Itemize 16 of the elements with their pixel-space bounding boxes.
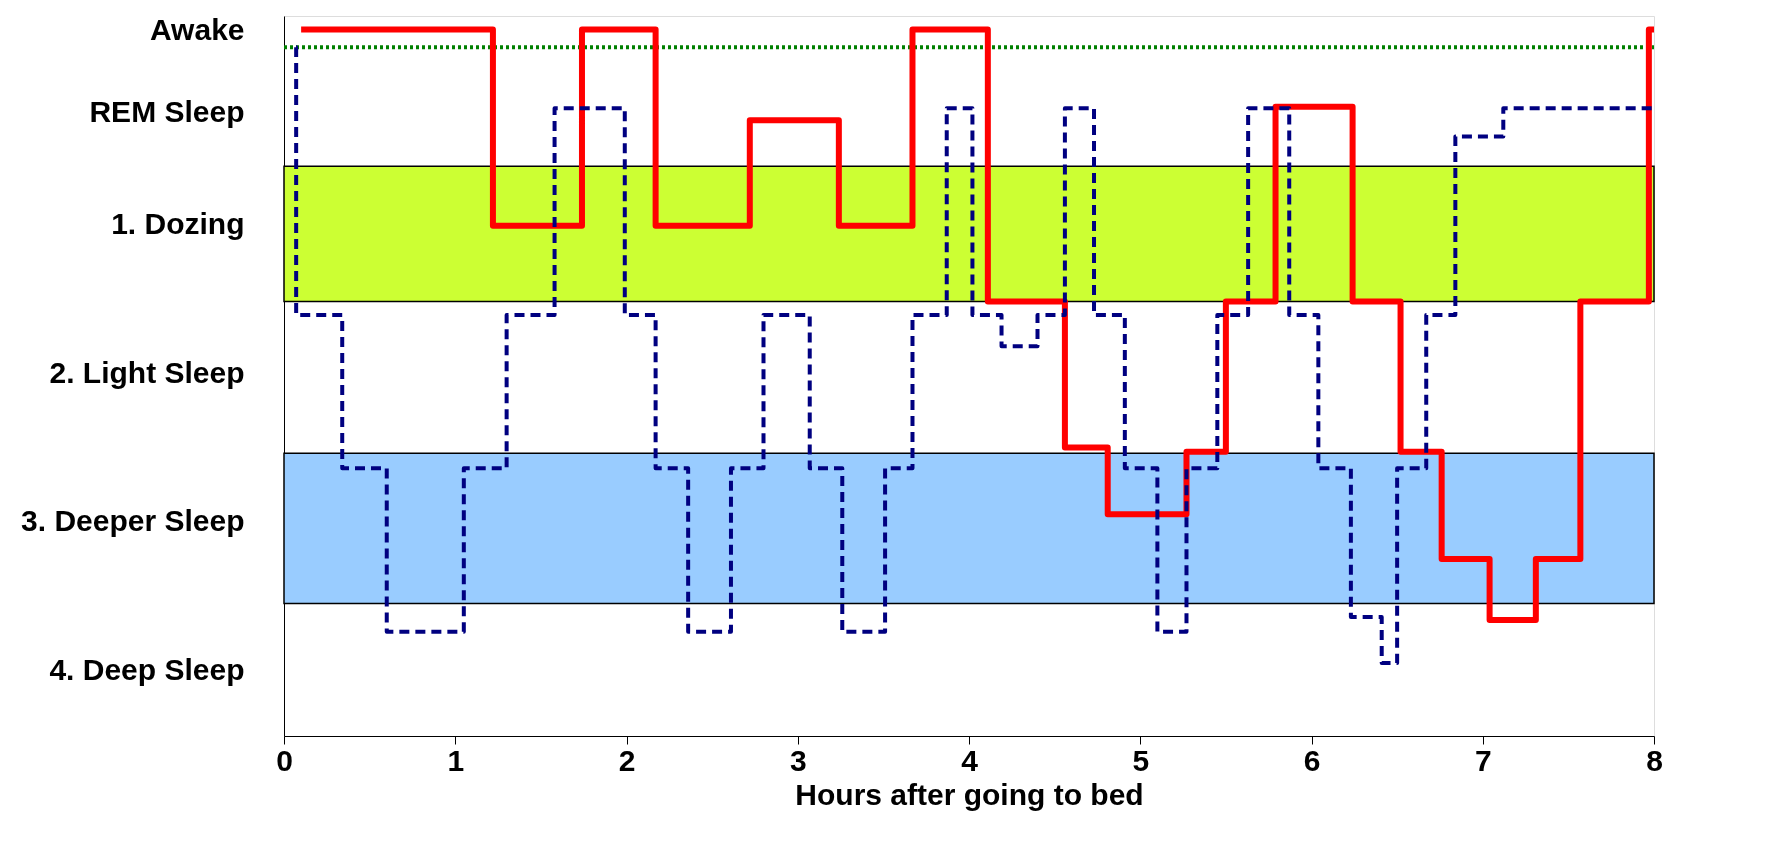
x-tick-label: 7 <box>1474 743 1492 777</box>
x-tick-label: 6 <box>1303 743 1321 777</box>
y-tick-label: 4. Deep Sleep <box>49 653 245 687</box>
y-tick-label: 2. Light Sleep <box>49 355 245 389</box>
y-tick-label: 1. Dozing <box>111 206 245 240</box>
x-tick-label: 2 <box>618 743 636 777</box>
x-tick-label: 8 <box>1646 743 1663 777</box>
x-tick-label: 0 <box>276 743 293 777</box>
x-tick-label: 4 <box>961 743 979 777</box>
y-tick-label: 3. Deeper Sleep <box>21 504 245 538</box>
x-tick-label: 5 <box>1132 743 1150 777</box>
x-axis-title: Hours after going to bed <box>795 777 1144 811</box>
x-tick-label: 3 <box>789 743 807 777</box>
y-tick-label: Awake <box>149 13 245 47</box>
x-tick-label: 1 <box>447 743 465 777</box>
y-tick-label: REM Sleep <box>89 95 245 129</box>
